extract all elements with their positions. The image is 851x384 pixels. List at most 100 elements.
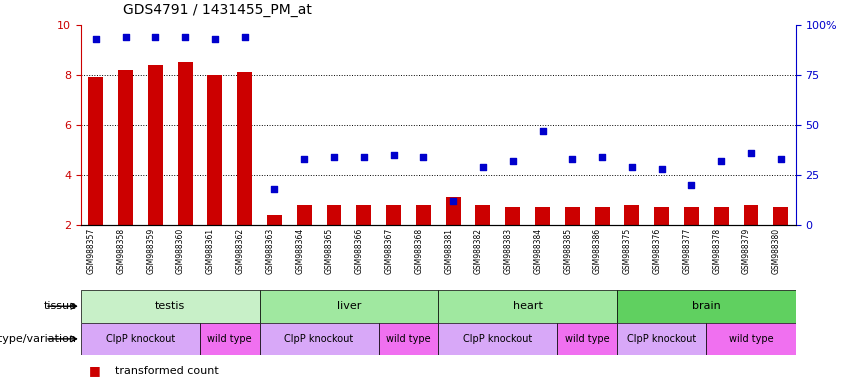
Point [267,185,281,192]
Bar [260,323,379,355]
Text: GSM988383: GSM988383 [504,228,512,274]
Bar [438,290,617,323]
Bar [706,323,796,355]
Bar [446,197,460,225]
Bar [267,215,282,225]
Text: ClpP knockout: ClpP knockout [627,334,696,344]
Text: GSM988380: GSM988380 [772,228,780,274]
Point [386,152,400,158]
Point [684,182,698,188]
Bar [297,205,311,225]
Bar [505,207,520,225]
Point [178,34,191,40]
Text: GSM988364: GSM988364 [295,228,305,274]
Text: transformed count: transformed count [115,366,219,376]
Text: brain: brain [692,301,721,311]
Text: GDS4791 / 1431455_PM_at: GDS4791 / 1431455_PM_at [123,3,312,17]
Bar [625,205,639,225]
Text: wild type: wild type [565,334,609,344]
Point [417,154,430,160]
Text: tissue: tissue [43,301,77,311]
Bar [476,205,490,225]
Bar [617,290,796,323]
Bar [81,290,260,323]
Bar [617,323,706,355]
Point [446,198,460,204]
Text: GSM988385: GSM988385 [563,228,572,274]
Text: GSM988363: GSM988363 [266,228,274,274]
Text: GSM988367: GSM988367 [385,228,393,274]
Text: ClpP knockout: ClpP knockout [106,334,175,344]
Text: GSM988376: GSM988376 [653,228,661,274]
Text: wild type: wild type [386,334,431,344]
Point [237,34,252,40]
Text: GSM988381: GSM988381 [444,228,453,274]
Point [535,128,549,134]
Point [654,166,668,172]
Point [89,36,102,42]
Bar [148,65,163,225]
Bar [438,323,557,355]
Text: testis: testis [155,301,186,311]
Bar [379,323,438,355]
Point [565,156,579,162]
Text: GSM988365: GSM988365 [325,228,334,274]
Text: ■: ■ [89,364,101,377]
Bar [89,78,103,225]
Point [774,156,787,162]
Bar [357,205,371,225]
Bar [208,75,222,225]
Bar [200,323,260,355]
Text: GSM988360: GSM988360 [176,228,186,274]
Bar [416,205,431,225]
Point [357,154,370,160]
Point [595,154,608,160]
Text: heart: heart [512,301,543,311]
Text: GSM988358: GSM988358 [117,228,126,274]
Bar [118,70,133,225]
Bar [684,207,699,225]
Bar [237,73,252,225]
Bar [386,205,401,225]
Bar [178,63,192,225]
Point [297,156,311,162]
Point [744,150,757,156]
Text: GSM988375: GSM988375 [623,228,631,274]
Text: GSM988361: GSM988361 [206,228,214,274]
Text: GSM988359: GSM988359 [146,228,155,274]
Text: liver: liver [337,301,361,311]
Point [714,158,728,164]
Bar [774,207,788,225]
Text: wild type: wild type [208,334,252,344]
Text: GSM988366: GSM988366 [355,228,364,274]
Point [208,36,221,42]
Text: GSM988368: GSM988368 [414,228,424,274]
Text: GSM988384: GSM988384 [534,228,542,274]
Text: GSM988377: GSM988377 [683,228,691,274]
Point [148,34,162,40]
Text: GSM988382: GSM988382 [474,228,483,274]
Bar [744,205,758,225]
Bar [81,323,200,355]
Bar [565,207,580,225]
Text: GSM988357: GSM988357 [87,228,95,274]
Point [625,164,638,170]
Text: GSM988378: GSM988378 [712,228,721,274]
Text: wild type: wild type [728,334,774,344]
Bar [327,205,341,225]
Bar [557,323,617,355]
Text: GSM988386: GSM988386 [593,228,602,274]
Point [118,34,133,40]
Point [476,164,489,170]
Bar [535,207,550,225]
Text: GSM988379: GSM988379 [742,228,751,274]
Point [505,158,519,164]
Bar [714,207,728,225]
Text: ClpP knockout: ClpP knockout [463,334,533,344]
Text: ClpP knockout: ClpP knockout [284,334,354,344]
Point [327,154,340,160]
Bar [654,207,669,225]
Text: GSM988362: GSM988362 [236,228,245,274]
Bar [260,290,438,323]
Text: genotype/variation: genotype/variation [0,334,77,344]
